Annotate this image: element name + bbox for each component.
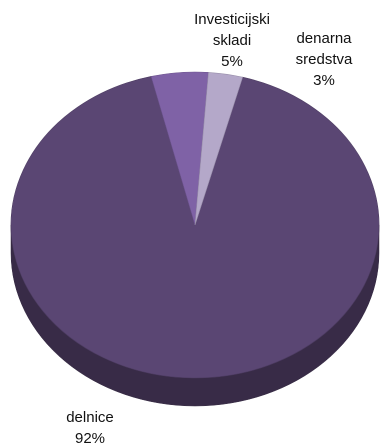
slice-value-1: 5% <box>221 53 243 70</box>
pie-slice-delnice <box>10 76 380 379</box>
slice-label-2: denarna sredstva 3% <box>296 30 353 89</box>
slice-label-1: Investicijski skladi 5% <box>194 11 270 70</box>
slice-label-0: delnice 92% <box>66 409 114 447</box>
pie-slice-denarna-sredstva <box>194 72 244 226</box>
slice-value-0: 92% <box>75 430 105 447</box>
slice-value-2: 3% <box>313 72 335 89</box>
